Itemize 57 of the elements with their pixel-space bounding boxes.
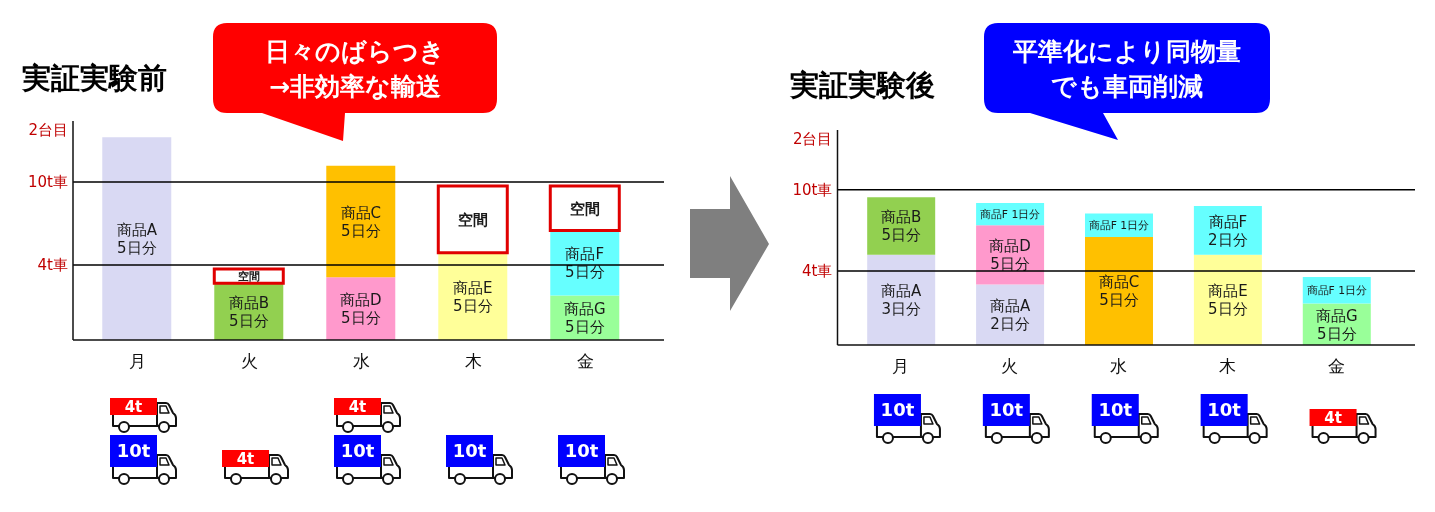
text: 10t <box>116 440 151 462</box>
x-tick-label: 水 <box>352 351 370 372</box>
x-tick-label: 金 <box>1328 356 1346 377</box>
x-tick-label: 火 <box>1001 356 1019 377</box>
series-label: 商品A 3日分 <box>881 282 923 319</box>
series-label: 商品A 2日分 <box>989 296 1031 333</box>
bar <box>436 184 509 255</box>
chart-title: 実証実験後 <box>789 68 935 102</box>
ref-line-label: 10t車 <box>792 181 833 200</box>
chart-title: 実証実験前 <box>21 61 167 95</box>
text: 4t <box>1324 408 1342 427</box>
ref-line-label: 4t車 <box>802 262 833 281</box>
series-label: 商品F 5日分 <box>565 245 605 282</box>
text: 10t <box>452 440 487 462</box>
text: 10t <box>1098 399 1133 421</box>
x-tick-label: 月 <box>128 351 146 372</box>
x-tick-label: 木 <box>464 351 482 372</box>
series-label: 商品F 1日分 <box>979 208 1041 222</box>
series-label: 商品E 5日分 <box>1208 282 1248 319</box>
text: 4t <box>124 397 143 416</box>
bar <box>102 137 172 340</box>
series-label: 商品G 5日分 <box>1315 306 1358 343</box>
x-tick-label: 火 <box>240 351 258 372</box>
series-label: 商品A 5日分 <box>116 220 158 257</box>
text: 商品F 1日分 <box>1306 284 1368 298</box>
series-label: 商品G 5日分 <box>563 299 606 336</box>
x-tick-label: 水 <box>1110 356 1128 377</box>
text: 10t <box>880 399 915 421</box>
bar <box>1084 237 1153 345</box>
series-label: 商品C 5日分 <box>1098 273 1140 310</box>
series-label: 商品F 2日分 <box>1208 212 1248 249</box>
text: 空間 <box>569 199 600 218</box>
text: 日々のばらつき→非効率な輸送 <box>265 36 445 101</box>
text: 10t <box>1207 399 1242 421</box>
text: 平準化により同物量でも車両削減 <box>1012 36 1241 101</box>
text: 商品F 1日分 <box>1088 219 1150 233</box>
x-tick-label: 月 <box>892 356 910 377</box>
series-label: 空間 <box>237 270 260 284</box>
text: 空間 <box>457 210 488 229</box>
series-label: 商品D 5日分 <box>989 237 1031 274</box>
text: 4t <box>236 449 255 468</box>
x-tick-label: 金 <box>576 351 594 372</box>
series-label: 商品B 5日分 <box>881 208 922 245</box>
series-label: 商品C 5日分 <box>340 203 382 240</box>
x-tick-label: 木 <box>1219 356 1237 377</box>
text: 4t <box>348 397 367 416</box>
text: 10t <box>989 399 1024 421</box>
ref-line-label: 10t車 <box>28 173 68 192</box>
text: 10t <box>564 440 599 462</box>
bar <box>548 184 621 233</box>
ref-line-label: 4t車 <box>37 256 68 275</box>
text: 10t <box>340 440 375 462</box>
y-axis-title: 2台目 <box>28 121 68 139</box>
series-label: 商品E 5日分 <box>453 278 493 315</box>
y-axis-title: 2台目 <box>792 130 833 148</box>
series-label: 商品D 5日分 <box>340 290 382 327</box>
series-label: 商品B 5日分 <box>228 293 269 330</box>
